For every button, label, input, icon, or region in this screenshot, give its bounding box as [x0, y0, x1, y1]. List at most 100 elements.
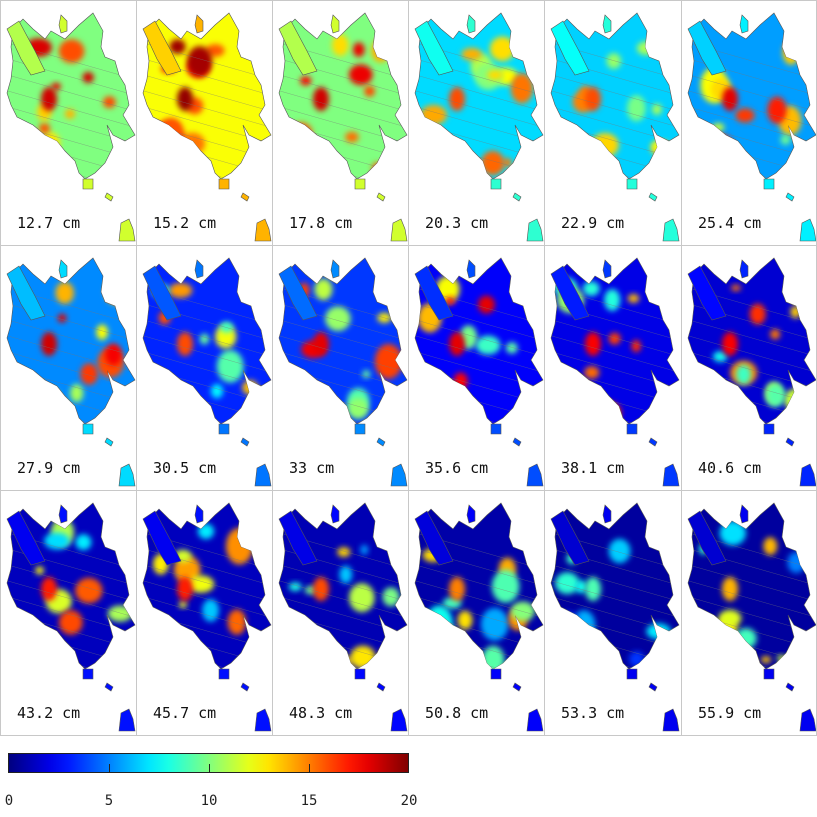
colorbar-tick-label: 10	[200, 793, 218, 809]
region-map	[414, 502, 544, 732]
hotspot-core	[41, 332, 57, 356]
main-region-shape	[278, 257, 408, 425]
hotspot-blob	[596, 401, 622, 424]
parcel-boundary	[688, 168, 816, 179]
parcel-boundary	[551, 333, 679, 375]
hotspot-blob	[782, 41, 800, 65]
field-strip-shape	[550, 20, 590, 76]
parcel-boundary	[7, 658, 135, 669]
hotspot-blob	[106, 279, 127, 294]
hotspot-blob	[646, 623, 671, 640]
hotspot-blob	[627, 293, 640, 303]
colorbar-tick-label: 15	[300, 793, 318, 809]
hotspot-blob	[730, 284, 741, 292]
map-panel: 50.8 cm	[408, 490, 545, 736]
hotspot-blob	[651, 141, 668, 151]
parcel-boundary	[688, 658, 816, 669]
parcel-boundary	[688, 333, 816, 375]
parcel-boundary	[143, 578, 271, 620]
parcel-boundary	[688, 88, 816, 130]
parcel-boundary	[415, 168, 543, 179]
parcel-c-shape	[390, 708, 408, 732]
hotspot-blob	[96, 324, 108, 340]
hotspot-blob	[350, 645, 376, 669]
region-map	[142, 502, 272, 732]
depth-label: 27.9 cm	[17, 459, 81, 477]
hotspot-blob	[155, 398, 174, 424]
hotspot-blob	[105, 343, 122, 366]
hotspot-blob	[210, 384, 224, 399]
parcel-boundary	[279, 168, 407, 179]
hotspot-blob	[631, 340, 641, 353]
parcel-c-shape	[662, 218, 680, 242]
field-strip-shape	[414, 265, 454, 321]
map-panel: 17.8 cm	[272, 0, 409, 246]
hotspot-blob	[300, 76, 312, 86]
hotspot-blob	[197, 523, 215, 539]
depth-label: 30.5 cm	[153, 459, 217, 477]
parcel-boundary	[688, 72, 816, 114]
depth-label: 40.6 cm	[698, 459, 762, 477]
parcel-boundary	[7, 562, 135, 604]
colorbar-tick-mark	[109, 764, 110, 773]
parcel-boundary	[551, 168, 679, 179]
parcel-b-shape	[240, 682, 250, 692]
map-panel: 55.9 cm	[681, 490, 817, 736]
hotspot-core	[449, 332, 465, 356]
hotspot-blob	[82, 72, 94, 83]
region-map	[687, 12, 816, 242]
upper-parcel-shape	[58, 14, 68, 34]
parcel-boundary	[415, 317, 543, 359]
parcel-a-shape	[763, 668, 775, 680]
map-panel: 40.6 cm	[681, 245, 817, 491]
hotspot-blob	[760, 656, 772, 664]
parcel-boundary	[7, 72, 135, 114]
field-strip-shape	[550, 510, 590, 566]
hotspot-blob	[604, 289, 621, 311]
parcel-boundary	[279, 72, 407, 114]
field-strip-shape	[142, 20, 182, 76]
region-map	[6, 257, 136, 487]
parcel-boundary	[415, 88, 543, 130]
hotspot-core	[449, 87, 465, 111]
hotspot-blob	[651, 103, 662, 115]
parcel-boundary	[551, 578, 679, 620]
hotspot-blob	[763, 537, 778, 556]
upper-parcel-shape	[58, 259, 68, 279]
hotspot-blob	[58, 39, 85, 64]
parcel-boundary	[415, 333, 543, 375]
hotspot-blob	[465, 407, 479, 422]
parcel-boundary	[551, 397, 679, 424]
parcel-c-shape	[254, 218, 272, 242]
field-strip-shape	[687, 265, 727, 321]
parcel-c-shape	[254, 708, 272, 732]
parcel-a-shape	[218, 668, 230, 680]
parcel-boundary	[279, 317, 407, 359]
hotspot-blob	[735, 108, 755, 123]
hotspot-blob	[608, 332, 621, 345]
field-strip-shape	[142, 265, 182, 321]
parcel-boundary	[7, 333, 135, 375]
parcel-boundary	[143, 562, 271, 604]
hotspot-blob	[43, 642, 66, 661]
hotspot-core	[177, 87, 193, 111]
field-strip-shape	[278, 510, 318, 566]
parcel-boundary	[7, 152, 135, 179]
parcel-boundary	[688, 578, 816, 620]
field-strip-shape	[278, 265, 318, 321]
parcel-b-shape	[785, 437, 795, 447]
hotspot-blob	[339, 565, 353, 584]
parcel-b-shape	[104, 437, 114, 447]
parcel-boundary	[7, 578, 135, 620]
map-panel: 45.7 cm	[136, 490, 273, 736]
depth-label: 38.1 cm	[561, 459, 625, 477]
hotspot-blob	[461, 47, 482, 61]
depth-label: 22.9 cm	[561, 214, 625, 232]
region-map	[6, 12, 136, 242]
map-panel: 43.2 cm	[0, 490, 137, 736]
upper-parcel-shape	[58, 504, 68, 524]
parcel-b-shape	[785, 682, 795, 692]
hotspot-blob	[713, 351, 728, 362]
field-strip-shape	[414, 510, 454, 566]
parcel-a-shape	[490, 178, 502, 190]
